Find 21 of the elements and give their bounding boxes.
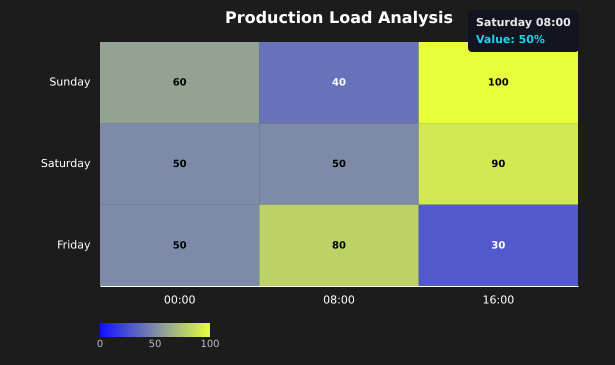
y-tick-label: Sunday (49, 76, 91, 89)
x-tick-label: 08:00 (323, 294, 355, 306)
data-label: 50 (332, 159, 346, 170)
color-bar-label: 0 (96, 339, 104, 350)
data-label: 60 (172, 78, 187, 89)
annotation: Value: 50% (476, 32, 546, 48)
color-bar-label: 50 (148, 339, 162, 350)
x-tick-label: 00:00 (164, 294, 196, 306)
y-tick-label: Friday (57, 238, 91, 252)
chart-title: Production Load Analysis (224, 8, 454, 27)
data-label: 50 (172, 240, 187, 252)
x-tick-label: 16:00 (482, 294, 514, 306)
tooltip-box: Saturday 08:00 Value: 50% (468, 10, 579, 52)
data-label: 90 (491, 159, 506, 170)
color-bar-label: 100 (200, 339, 220, 350)
y-tick-label: Saturday (40, 157, 91, 170)
data-label: 80 (332, 240, 346, 252)
data-label: 100 (488, 78, 509, 89)
data-label: 30 (491, 240, 506, 252)
data-label: 50 (172, 159, 187, 170)
data-label: 40 (332, 78, 346, 89)
